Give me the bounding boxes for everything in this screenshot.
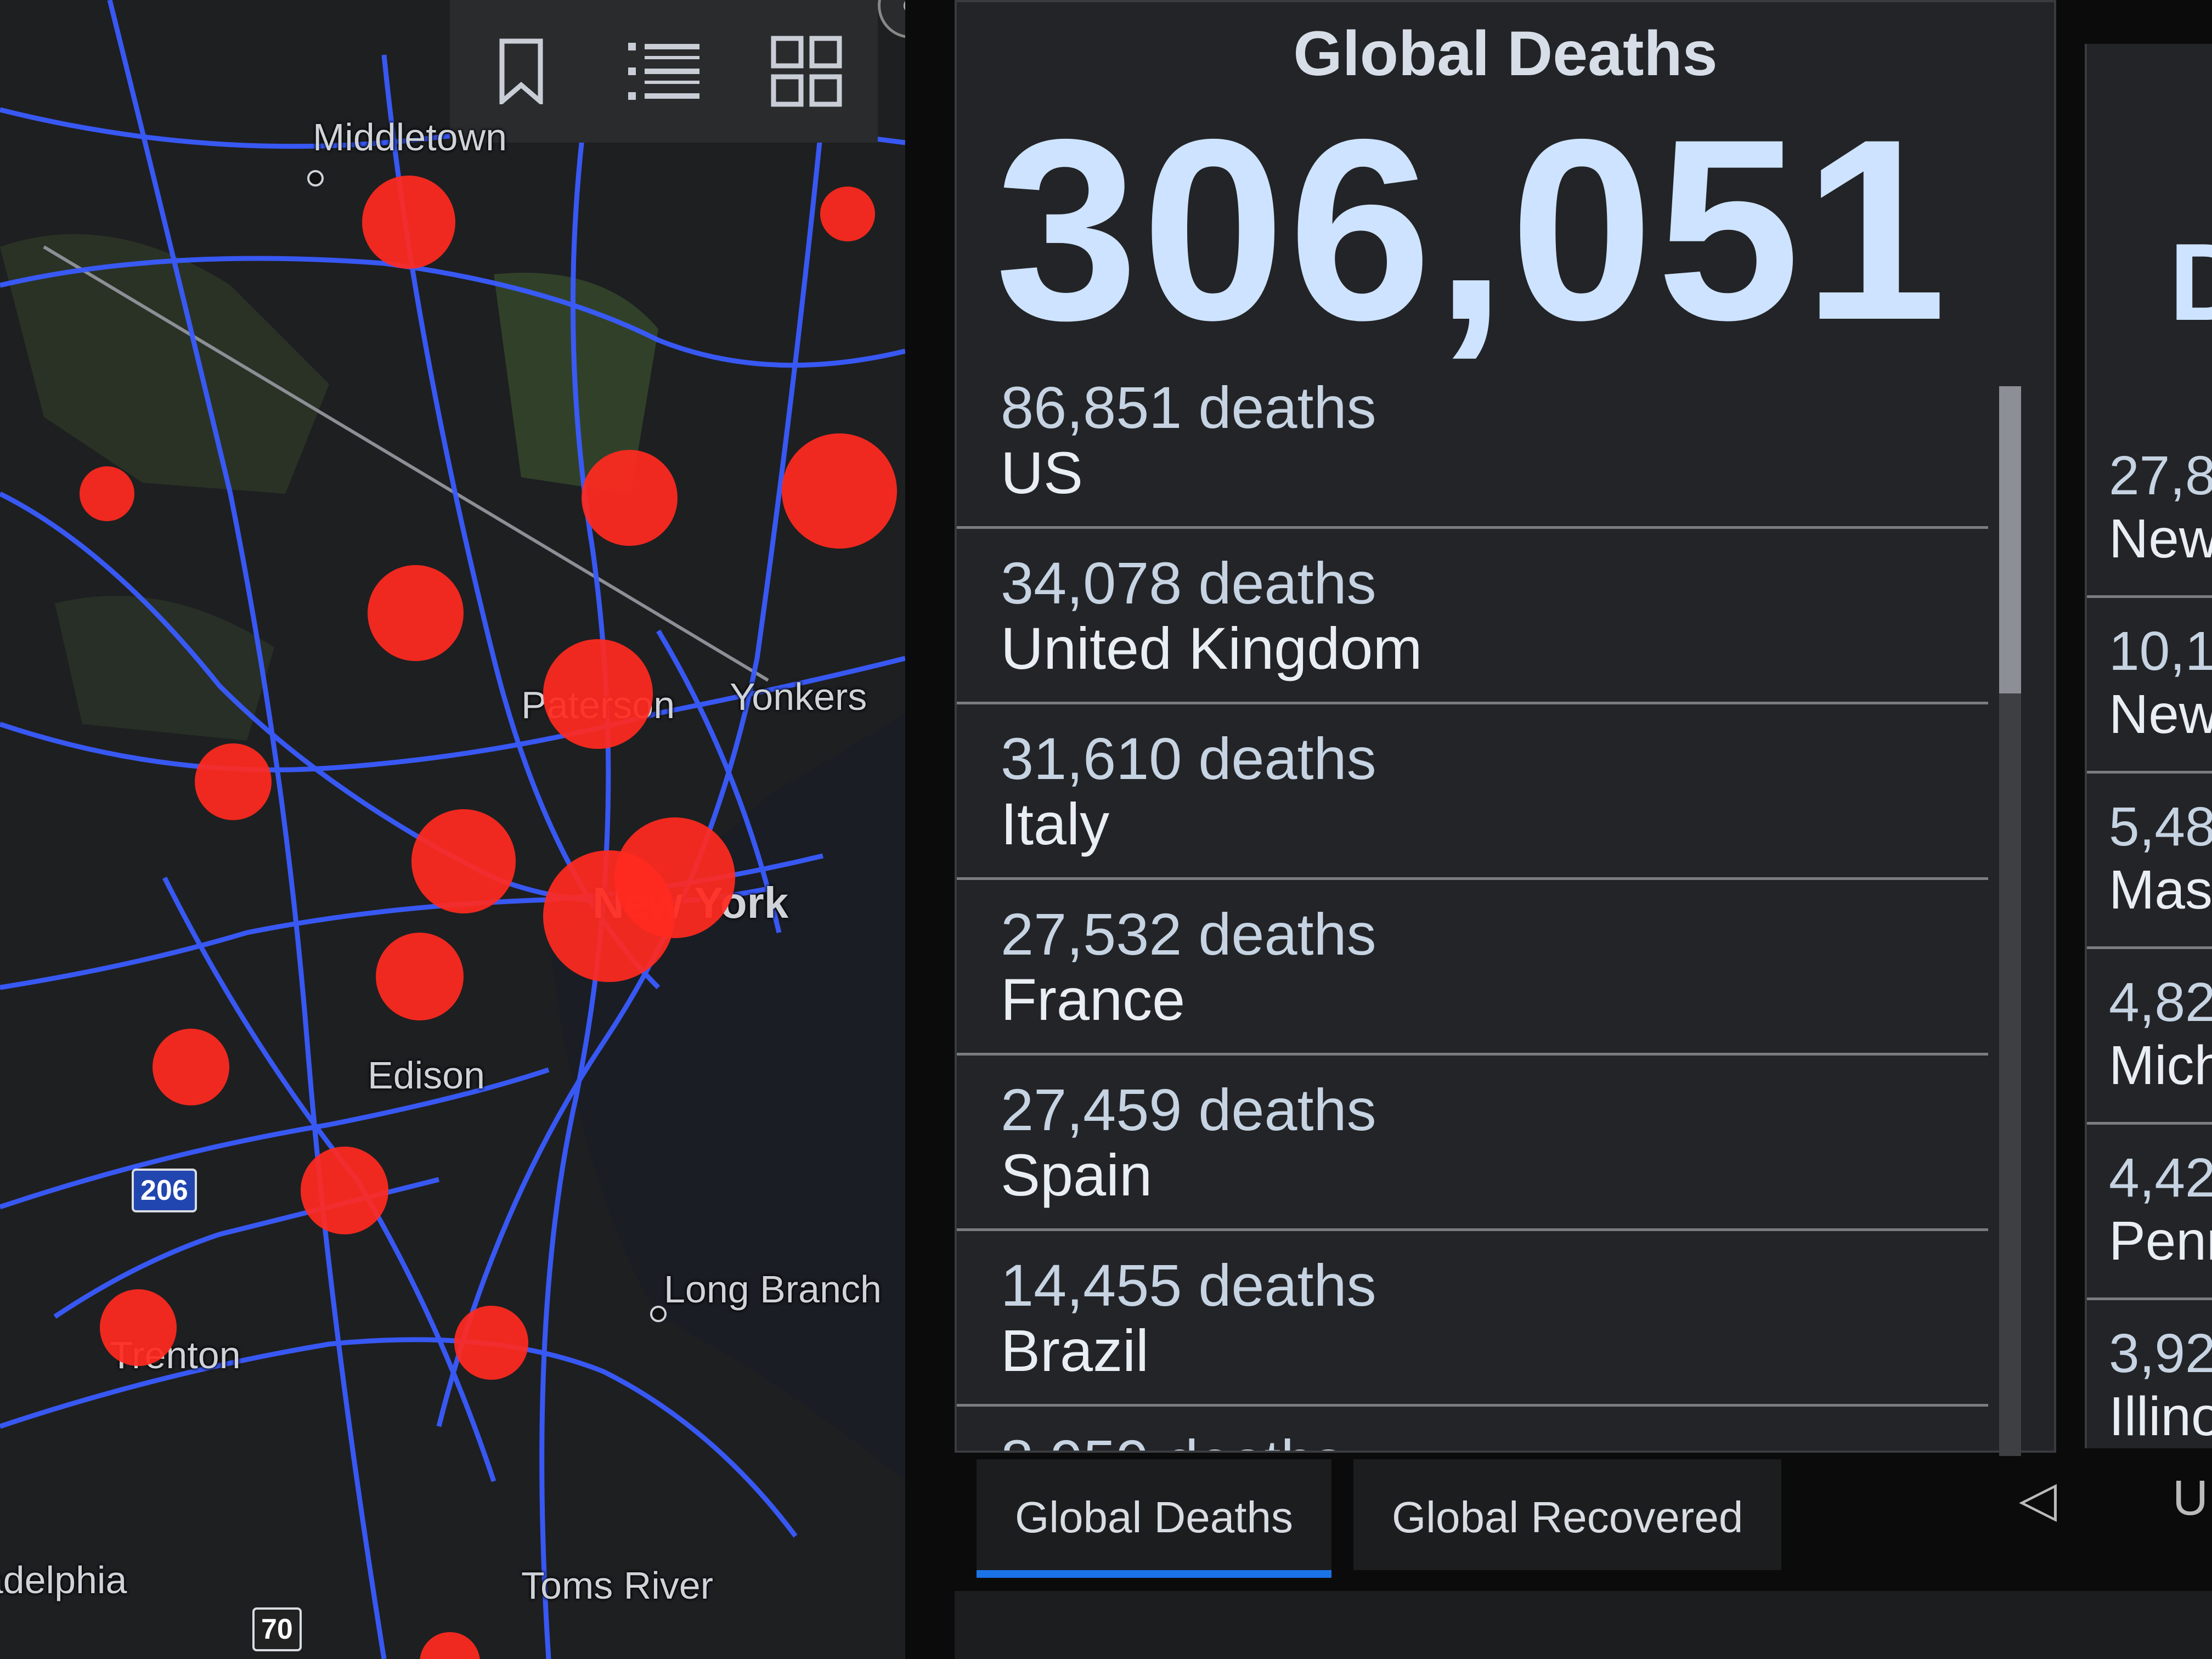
city-label: Philadelphia [0, 1559, 127, 1601]
death-count: 27,532 deaths [1001, 901, 1376, 967]
bookmark-icon[interactable] [477, 27, 565, 115]
map-cluster[interactable] [582, 450, 678, 546]
death-count: 8,959 deaths [1001, 1428, 1988, 1451]
map-cluster[interactable] [301, 1147, 388, 1234]
layer-list-icon[interactable] [620, 27, 708, 115]
map-cluster[interactable] [820, 187, 875, 241]
scrollbar-thumb[interactable] [1999, 386, 2021, 693]
map-cluster[interactable] [362, 176, 455, 269]
route-shield: 70 [252, 1607, 302, 1651]
city-marker [650, 1306, 667, 1322]
country-name: Brazil [1001, 1317, 1149, 1384]
list-item[interactable]: 86,851 deaths US [957, 353, 1988, 529]
list-item[interactable]: 27,532 deaths France [957, 880, 1988, 1056]
map-cluster[interactable] [368, 565, 464, 661]
death-count: 27,459 deaths [1001, 1076, 1376, 1143]
country-name: Italy [1001, 790, 1110, 857]
list-item[interactable]: 4,825 d Michiga [2087, 949, 2212, 1125]
city-label: Edison [368, 1054, 486, 1097]
tab-global-deaths[interactable]: Global Deaths [977, 1459, 1331, 1578]
death-count: 27,8 [2109, 445, 2212, 506]
list-item[interactable]: 34,078 deaths United Kingdom [957, 529, 1988, 704]
list-scrollbar[interactable] [1999, 386, 2021, 1456]
list-item[interactable]: 14,455 deaths Brazil [957, 1231, 1988, 1407]
state-name: New [2109, 508, 2212, 569]
map-cluster[interactable] [376, 933, 464, 1020]
state-name: Pennsylv [2109, 1210, 2212, 1272]
route-shield: 206 [132, 1169, 197, 1212]
city-marker [307, 170, 324, 187]
list-item[interactable]: 31,610 deaths Italy [957, 704, 1988, 880]
death-count: 14,455 deaths [1001, 1252, 1376, 1318]
list-item[interactable]: 10,14 New J [2087, 598, 2212, 774]
us-deaths-panel: D 27,8 New 10,14 New J 5,482 Massac 4,82… [2085, 44, 2212, 1448]
state-name: New J [2109, 684, 2212, 745]
map-view[interactable]: ⊗ Middletown Yonkers New York Edison Lon… [0, 0, 905, 1659]
map-cluster[interactable] [782, 433, 897, 549]
state-name: Massac [2109, 859, 2212, 921]
global-deaths-list[interactable]: 86,851 deaths US 34,078 deaths United Ki… [957, 353, 1988, 1451]
list-item[interactable]: 27,8 New [2087, 422, 2212, 598]
country-name: France [1001, 966, 1186, 1032]
map-cluster[interactable] [614, 817, 735, 938]
list-item[interactable]: 27,459 deaths Spain [957, 1056, 1988, 1231]
basemap-gallery-icon[interactable] [763, 27, 850, 115]
tab-global-recovered[interactable]: Global Recovered [1353, 1459, 1782, 1570]
list-item[interactable]: 4,422 de Pennsylv [2087, 1125, 2212, 1300]
map-cluster[interactable] [411, 809, 516, 913]
list-item[interactable]: 8,959 deaths [957, 1407, 1988, 1451]
city-label: Middletown [313, 116, 507, 159]
chevron-left-icon[interactable]: ◁ [2019, 1472, 2057, 1527]
tab-next-label[interactable]: U [2172, 1471, 2208, 1526]
map-cluster[interactable] [195, 743, 272, 820]
map-toolbar [450, 0, 878, 143]
map-cluster[interactable] [543, 639, 653, 749]
death-count: 31,610 deaths [1001, 725, 1376, 792]
panel-title: Global Deaths [1293, 19, 1718, 89]
country-name: US [1001, 439, 1084, 506]
map-cluster[interactable] [100, 1289, 177, 1366]
global-deaths-panel: Global Deaths 306,051 86,851 deaths US 3… [955, 0, 2056, 1456]
bottom-panel-edge [955, 1591, 2212, 1659]
state-name: Michiga [2109, 1035, 2212, 1096]
map-cluster[interactable] [454, 1306, 528, 1380]
global-deaths-total: 306,051 [995, 86, 1950, 374]
city-label: Toms River [521, 1564, 714, 1607]
list-item[interactable]: 3,928 de Illinois US [2087, 1300, 2212, 1448]
country-name: United Kingdom [1001, 614, 1423, 681]
list-item[interactable]: 5,482 Massac [2087, 774, 2212, 949]
death-count: 4,825 d [2109, 972, 2212, 1033]
panel-tabs: Global Deaths Global Recovered [955, 1459, 2052, 1578]
death-count: 86,851 deaths [1001, 374, 1376, 441]
country-name: Spain [1001, 1141, 1153, 1208]
map-cluster[interactable] [153, 1029, 229, 1105]
city-label: Yonkers [730, 675, 867, 718]
death-count: 34,078 deaths [1001, 550, 1376, 616]
state-name: Illinois US [2109, 1386, 2212, 1447]
death-count: 10,14 [2109, 620, 2212, 682]
panel-title: D [2169, 219, 2212, 346]
map-cluster[interactable] [80, 466, 134, 521]
death-count: 3,928 de [2109, 1323, 2212, 1384]
us-deaths-list[interactable]: 27,8 New 10,14 New J 5,482 Massac 4,825 … [2087, 422, 2212, 1448]
death-count: 5,482 [2109, 796, 2212, 857]
city-label: Long Branch [664, 1268, 882, 1311]
death-count: 4,422 de [2109, 1147, 2212, 1209]
